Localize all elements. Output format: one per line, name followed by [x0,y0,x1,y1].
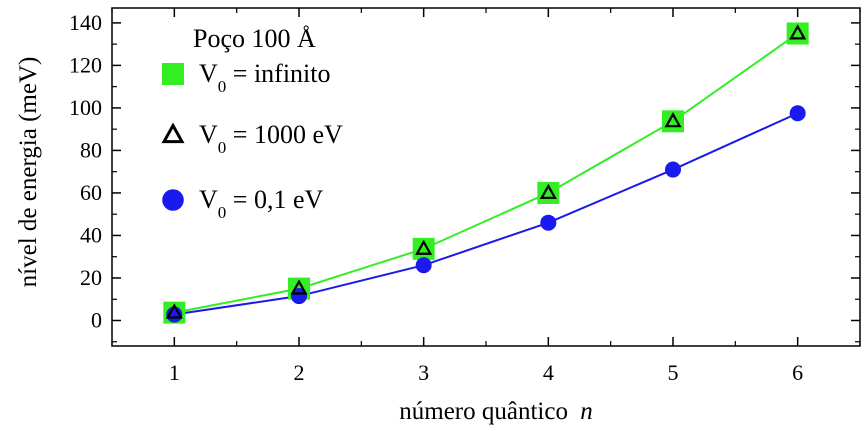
x-axis-title-variable: n [580,398,593,425]
circle-marker [415,257,432,274]
axes: 0 20 40 60 80 100 120 140 1 2 3 4 5 6 [69,8,861,385]
legend-entry: V0 = 0,1 eV [162,185,323,222]
legend-label-main: V [199,185,218,214]
y-tick-label: 0 [91,307,102,332]
legend-entry: V0 = infinito [162,59,331,96]
y-tick-label: 80 [80,137,102,162]
legend-label-rest: = 1000 eV [226,120,343,149]
x-tick-label: 5 [668,360,679,385]
circle-marker [789,105,806,122]
y-tick-label: 100 [69,95,102,120]
legend-label: V0 = infinito [199,59,331,96]
circle-marker [291,288,307,305]
legend-title: Poço 100 Å [193,24,316,53]
triangle-marker [165,303,183,319]
series-line [174,112,799,316]
y-tick-label: 40 [80,222,102,247]
x-tick-label: 1 [169,360,180,385]
x-axis-title: número quântico n [399,398,592,425]
series-markers [163,22,809,324]
series-line [174,32,799,314]
triangle-marker [290,279,308,295]
x-tick-label: 6 [792,360,803,385]
series-lines [174,32,799,316]
y-tick-label: 140 [69,10,102,35]
legend-label: V0 = 1000 eV [199,120,343,157]
triangle-marker [161,122,185,144]
legend-label-main: V [199,120,218,149]
y-tick-label: 20 [80,265,102,290]
legend-entry: V0 = 1000 eV [161,120,343,157]
triangle-marker [415,239,433,255]
legend-label-subscript: 0 [218,77,227,96]
x-axis-title-text: número quântico [399,398,568,425]
legend-label-subscript: 0 [218,138,227,157]
circle-marker [665,161,681,178]
y-tick-label: 120 [69,52,102,77]
legend-label-subscript: 0 [218,203,227,222]
circle-marker [540,214,557,231]
plot-frame [111,7,861,347]
triangle-marker [664,112,682,128]
y-tick-label: 60 [80,180,102,205]
legend-label-rest: = infinito [226,59,330,88]
triangle-marker [789,24,807,40]
legend-label-main: V [199,59,218,88]
x-tick-label: 3 [418,360,429,385]
legend-label: V0 = 0,1 eV [199,185,323,222]
y-axis-title: nível de energia (meV) [15,57,42,288]
triangle-marker [539,183,557,199]
circle-marker [162,189,184,211]
x-tick-label: 2 [294,360,305,385]
square-marker [162,63,184,85]
x-tick-label: 4 [543,360,554,385]
legend-label-rest: = 0,1 eV [226,185,323,214]
